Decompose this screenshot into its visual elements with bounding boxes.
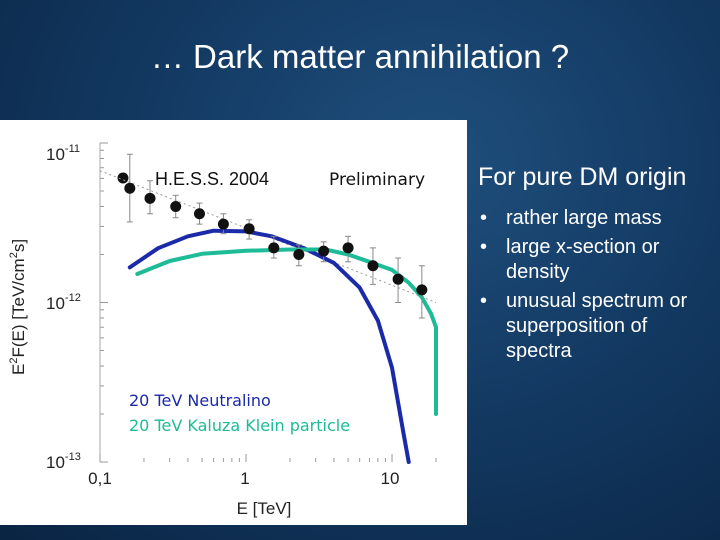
- svg-text:10-11: 10-11: [46, 143, 80, 164]
- data-point: [193, 208, 205, 220]
- bullet-list: • rather large mass • large x-section or d…: [478, 206, 718, 364]
- y-tick-exponent: -11: [65, 143, 80, 155]
- svg-text:E2F(E) [TeV/cm2s]: E2F(E) [TeV/cm2s]: [8, 239, 28, 375]
- y-label-part: 2: [8, 252, 20, 258]
- y-label-part: E: [9, 364, 28, 375]
- y-tick-base: 10: [46, 294, 65, 313]
- y-label-part: E: [9, 330, 28, 341]
- y-label-part: 2: [8, 358, 20, 364]
- legend-data-label: H.E.S.S. 2004: [155, 169, 269, 189]
- bullet-dot: •: [480, 236, 488, 258]
- y-label-part: e: [9, 297, 28, 306]
- y-label-part: T: [9, 305, 28, 315]
- spectrum-plot-panel: E2F(E) [TeV/cm2s] 10-11 10-12 10-13 0,1 …: [0, 120, 467, 525]
- y-label-part: F: [9, 347, 28, 357]
- x-tick-label: 0,1: [88, 469, 112, 488]
- side-notes: For pure DM origin • rather large mass • l…: [478, 163, 718, 368]
- bullet-text: unusual spectrum or superposition of spe…: [506, 290, 688, 362]
- y-tick-base: 10: [46, 145, 65, 164]
- data-point: [144, 192, 156, 204]
- data-point: [293, 248, 305, 260]
- kaluza-klein-curve: [135, 247, 438, 416]
- data-point: [416, 284, 428, 296]
- plot-marks: [99, 142, 438, 464]
- y-label-part: [: [9, 315, 28, 325]
- legend-kaluza-klein: 20 TeV Kaluza Klein particle: [129, 416, 350, 435]
- bullet-text: rather large mass: [506, 207, 662, 229]
- slide-title: … Dark matter annihilation ?: [150, 38, 570, 75]
- y-label-part: /: [9, 281, 28, 286]
- y-label-part: m: [9, 258, 28, 272]
- data-point: [268, 242, 280, 254]
- y-tick-base: 10: [46, 453, 65, 472]
- x-axis-label: E [TeV]: [237, 499, 292, 518]
- y-label-part: c: [9, 272, 28, 281]
- svg-text:10-12: 10-12: [46, 292, 81, 313]
- y-label-part: s]: [9, 239, 28, 252]
- y-label-part: (: [9, 341, 28, 347]
- bullet-text: large x-section or density: [506, 236, 660, 283]
- bullet-item: • rather large mass: [478, 206, 718, 231]
- svg-text:10-13: 10-13: [46, 451, 81, 472]
- data-point: [124, 182, 136, 194]
- y-label-part: ): [9, 324, 28, 330]
- bullet-item: • unusual spectrum or superposition of sp…: [478, 289, 718, 364]
- side-heading: For pure DM origin: [478, 163, 687, 191]
- y-label-part: V: [9, 285, 28, 297]
- bullet-item: • large x-section or density: [478, 235, 718, 285]
- data-point: [170, 200, 182, 212]
- legend-data-marker: [117, 172, 129, 184]
- y-tick-label-middle: 10-12: [46, 292, 81, 313]
- data-point: [318, 245, 330, 257]
- y-tick-exponent: -12: [65, 292, 81, 304]
- legend-neutralino: 20 TeV Neutralino: [129, 391, 271, 410]
- data-point: [367, 260, 379, 272]
- y-tick-exponent: -13: [65, 451, 81, 463]
- data-point: [392, 273, 404, 285]
- preliminary-label: Preliminary: [329, 170, 425, 190]
- data-point: [243, 223, 255, 235]
- x-tick-label: 10: [381, 469, 400, 488]
- y-axis-label: E2F(E) [TeV/cm2s]: [8, 239, 28, 375]
- bullet-dot: •: [480, 207, 488, 229]
- y-tick-label-bottom: 10-13: [46, 451, 81, 472]
- x-tick-label: 1: [240, 469, 249, 488]
- data-point: [217, 218, 229, 230]
- data-point: [342, 242, 354, 254]
- bullet-dot: •: [480, 290, 488, 312]
- spectrum-plot: E2F(E) [TeV/cm2s] 10-11 10-12 10-13 0,1 …: [8, 142, 438, 518]
- y-tick-label-top: 10-11: [46, 143, 80, 164]
